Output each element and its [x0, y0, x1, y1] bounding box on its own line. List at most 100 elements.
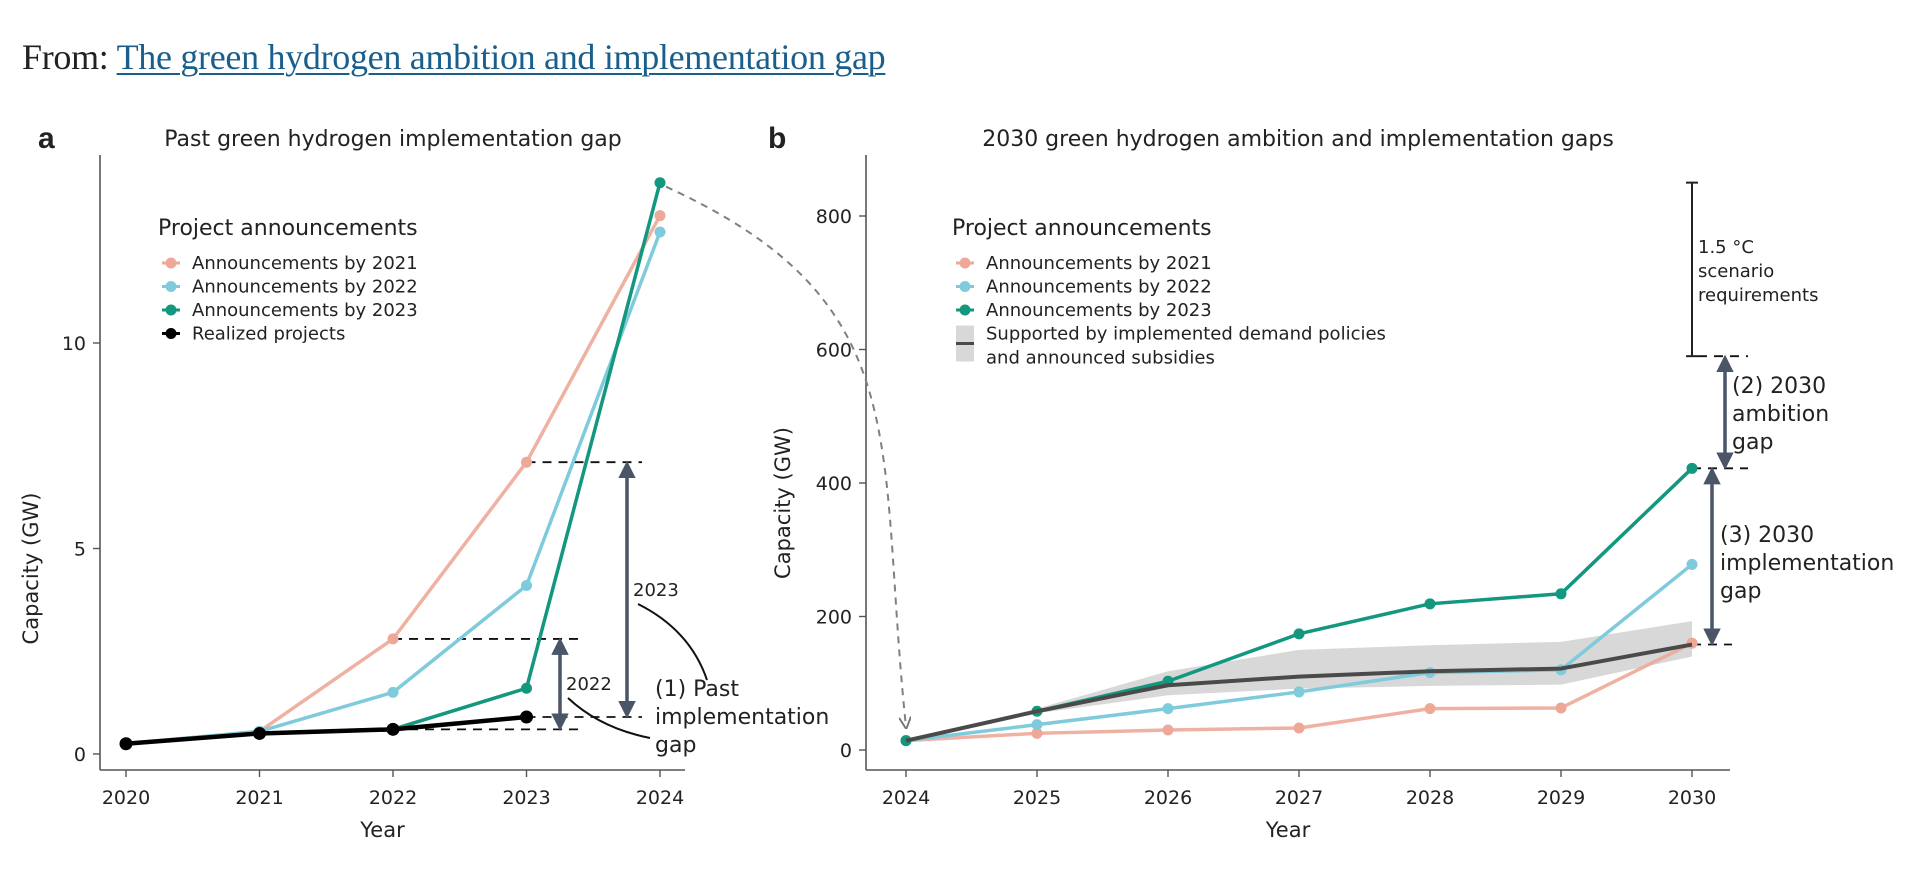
legend-item-label: Announcements by 2023: [986, 300, 1212, 321]
from-label: From:: [22, 37, 109, 77]
y-tick-label: 400: [816, 473, 852, 495]
legend-item-label: Announcements by 2021: [986, 253, 1212, 274]
past-gap-callout-text: gap: [655, 733, 696, 758]
legend-item-label: Supported by implemented demand policies: [986, 324, 1386, 345]
implementation-gap-label: (3) 2030: [1720, 523, 1814, 548]
y-tick-label: 600: [816, 340, 852, 362]
panel-b-title: 2030 green hydrogen ambition and impleme…: [982, 127, 1614, 152]
x-tick-label: 2030: [1668, 787, 1716, 809]
data-point-announcements-by-2021: [1555, 702, 1567, 714]
x-tick-label: 2024: [882, 787, 930, 809]
data-point-announcements-by-2021: [1031, 727, 1043, 739]
y-tick-label: 10: [62, 333, 86, 355]
legend-item-label: Announcements by 2021: [192, 253, 418, 274]
data-point-announcements-by-2021: [1293, 722, 1305, 734]
data-point-announcements-by-2021: [1162, 724, 1174, 736]
ambition-gap-label: ambition: [1732, 402, 1829, 427]
legend-swatch-dot: [959, 281, 971, 292]
x-axis-title: Year: [1265, 818, 1311, 842]
data-point-announcements-by-2021: [521, 456, 532, 468]
scenario-range-label: 1.5 °C: [1698, 237, 1754, 258]
panel-b-policy-band: [906, 621, 1692, 741]
panel-a-legend: Project announcements Announcements by 20…: [158, 216, 418, 345]
legend-swatch-dot: [165, 281, 177, 292]
y-axis-title: Capacity (GW): [19, 493, 43, 645]
policy-uncertainty-band: [906, 621, 1692, 741]
data-point-announcements-by-2022: [1162, 703, 1174, 715]
legend-title: Project announcements: [952, 216, 1212, 241]
data-point-announcements-by-2021: [387, 633, 399, 645]
data-point-announcements-by-2022: [521, 579, 532, 591]
legend-title: Project announcements: [158, 216, 418, 241]
scenario-range-label: requirements: [1698, 285, 1818, 306]
data-point-announcements-by-2023: [1424, 598, 1436, 610]
y-tick-label: 200: [816, 607, 852, 629]
legend-item-label: Announcements by 2023: [192, 300, 418, 321]
data-point-announcements-by-2022: [1031, 719, 1043, 731]
data-point-announcements-by-2023: [1293, 628, 1305, 640]
data-point-announcements-by-2023: [654, 177, 666, 189]
panel-a-annotations: 2022 2023 (1) Past implementation gap: [393, 460, 829, 758]
panel-connector-curve: [665, 185, 906, 727]
data-point-announcements-by-2021: [654, 210, 666, 222]
x-axis-title: Year: [359, 818, 405, 842]
legend-swatch-dot: [165, 304, 177, 316]
data-point-realized-projects: [119, 737, 133, 751]
ambition-gap-label: (2) 2030: [1732, 374, 1826, 399]
data-point-realized-projects: [253, 726, 266, 740]
data-point-announcements-by-2022: [654, 226, 666, 238]
legend-item-label: and announced subsidies: [986, 348, 1215, 369]
legend-item-label: Realized projects: [192, 324, 345, 345]
x-tick-label: 2027: [1275, 787, 1323, 809]
x-tick-label: 2028: [1406, 787, 1454, 809]
legend-swatch-dot: [165, 328, 177, 339]
panel-a: a Past green hydrogen implementation gap…: [19, 122, 829, 842]
x-tick-label: 2022: [369, 787, 417, 809]
data-point-announcements-by-2022: [1686, 558, 1698, 570]
panel-a-title: Past green hydrogen implementation gap: [164, 127, 621, 152]
panel-letter-b: b: [768, 122, 786, 155]
y-tick-label: 0: [74, 744, 86, 766]
callout-leader-2022: [567, 697, 651, 739]
x-tick-label: 2020: [102, 787, 150, 809]
article-link[interactable]: The green hydrogen ambition and implemen…: [116, 37, 886, 77]
x-tick-label: 2023: [502, 787, 550, 809]
panel-b-legend: Project announcements Announcements by 20…: [952, 216, 1386, 369]
panel-b-annotations: 1.5 °C scenario requirements (2) 2030 ambiti…: [1686, 181, 1894, 647]
panel-b-series: [900, 462, 1698, 747]
y-axis-title: Capacity (GW): [771, 427, 795, 579]
implementation-gap-label: implementation: [1720, 551, 1894, 576]
y-tick-label: 5: [74, 539, 86, 561]
legend-item-label: Announcements by 2022: [986, 277, 1212, 298]
data-point-announcements-by-2021: [1424, 703, 1436, 715]
data-point-announcements-by-2023: [1555, 588, 1567, 600]
data-point-announcements-by-2023: [1686, 462, 1698, 474]
y-tick-label: 0: [840, 740, 852, 762]
past-gap-callout-text: implementation: [655, 705, 829, 730]
panel-a-axes: 0 5 10 2020 2021 2022 2023 2024 Year Capacity (GW…: [19, 155, 685, 842]
y-tick-label: 800: [816, 206, 852, 228]
panel-b-axes: 0 200 400 600 800 2024 2025 2026 2027 2028 2029 203…: [771, 155, 1730, 842]
implementation-gap-label: gap: [1720, 579, 1761, 604]
legend-swatch-dot: [165, 257, 177, 269]
data-point-announcements-by-2022: [1293, 686, 1305, 698]
legend-item-label: Announcements by 2022: [192, 277, 418, 298]
panel-b: b 2030 green hydrogen ambition and imple…: [768, 122, 1894, 842]
gap-2023-label: 2023: [633, 580, 679, 601]
x-tick-label: 2026: [1144, 787, 1192, 809]
source-header: From: The green hydrogen ambition and im…: [22, 36, 886, 78]
x-tick-label: 2024: [636, 787, 684, 809]
callout-leader-2023: [637, 603, 708, 681]
data-point-realized-projects: [520, 710, 533, 724]
x-tick-label: 2021: [235, 787, 283, 809]
series-line-realized-projects: [125, 714, 527, 746]
past-gap-callout-text: (1) Past: [655, 677, 739, 702]
ambition-gap-label: gap: [1732, 430, 1773, 455]
x-tick-label: 2025: [1013, 787, 1061, 809]
data-point-announcements-by-2023: [521, 682, 532, 694]
panel-a-series: [119, 177, 666, 751]
panel-letter-a: a: [38, 122, 55, 155]
legend-swatch-dot: [959, 304, 971, 316]
data-point-announcements-by-2022: [387, 686, 399, 698]
